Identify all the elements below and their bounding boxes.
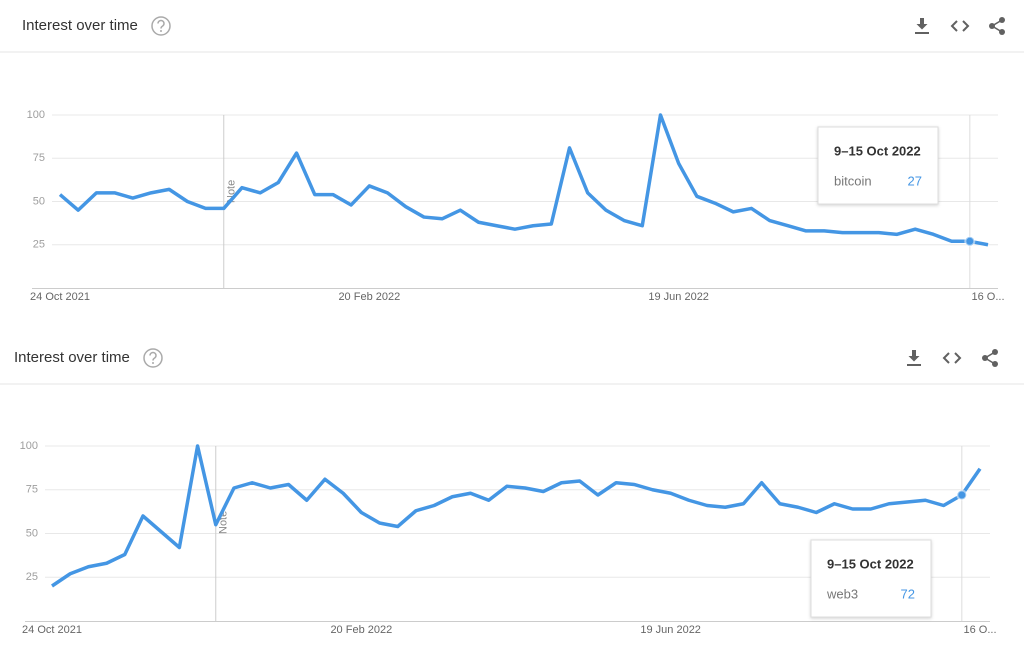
- y-tick-label: 100: [27, 109, 45, 121]
- help-mark: [157, 19, 165, 29]
- embed-icon: [942, 352, 962, 364]
- embed-button[interactable]: [950, 20, 970, 32]
- tooltip-box: [810, 539, 932, 618]
- share-button[interactable]: [989, 17, 1005, 35]
- help-dot: [160, 30, 162, 32]
- share-dot: [989, 23, 995, 29]
- embed-button[interactable]: [942, 352, 962, 364]
- share-dot: [982, 355, 988, 361]
- share-dot: [992, 349, 998, 355]
- y-tick-label: 50: [33, 195, 45, 207]
- download-icon: [907, 350, 921, 366]
- download-icon: [915, 18, 929, 34]
- tooltip-value: 72: [901, 586, 915, 601]
- y-tick-label: 50: [26, 527, 38, 539]
- y-tick-label: 75: [26, 484, 38, 496]
- tooltip-series-name: bitcoin: [834, 173, 872, 188]
- x-tick-label: 19 Jun 2022: [648, 291, 709, 303]
- download-button[interactable]: [907, 350, 921, 366]
- x-tick-label: 20 Feb 2022: [330, 624, 392, 636]
- y-tick-label: 100: [20, 440, 38, 452]
- help-dot: [152, 362, 154, 364]
- x-tick-label: 16 O...: [963, 624, 996, 636]
- embed-icon: [950, 20, 970, 32]
- tooltip-title: 9–15 Oct 2022: [827, 556, 914, 571]
- x-tick-label: 20 Feb 2022: [338, 291, 400, 303]
- share-dot: [992, 361, 998, 367]
- hover-point: [964, 235, 976, 247]
- y-tick-label: 75: [33, 152, 45, 164]
- share-dot: [999, 29, 1005, 35]
- tooltip-value: 27: [908, 173, 922, 188]
- line-series: [58, 113, 989, 247]
- help-button[interactable]: [151, 16, 171, 36]
- help-mark: [149, 351, 157, 361]
- chart-title: Interest over time: [14, 349, 130, 366]
- y-tick-label: 25: [26, 571, 38, 583]
- hover-point: [956, 489, 968, 501]
- share-button[interactable]: [982, 349, 998, 367]
- help-icon: [151, 16, 171, 36]
- tooltip-title: 9–15 Oct 2022: [834, 143, 921, 158]
- x-tick-label: 24 Oct 2021: [22, 624, 82, 636]
- x-tick-label: 19 Jun 2022: [640, 624, 701, 636]
- help-icon: [143, 348, 163, 368]
- chart-title: Interest over time: [22, 17, 138, 34]
- share-dot: [999, 17, 1005, 23]
- x-tick-label: 24 Oct 2021: [30, 291, 90, 303]
- line-series: [51, 444, 982, 588]
- tooltip-series-name: web3: [826, 586, 858, 601]
- help-button[interactable]: [143, 348, 163, 368]
- x-tick-label: 16 O...: [971, 291, 1004, 303]
- y-tick-label: 25: [33, 239, 45, 251]
- tooltip-box: [817, 126, 939, 205]
- download-button[interactable]: [915, 18, 929, 34]
